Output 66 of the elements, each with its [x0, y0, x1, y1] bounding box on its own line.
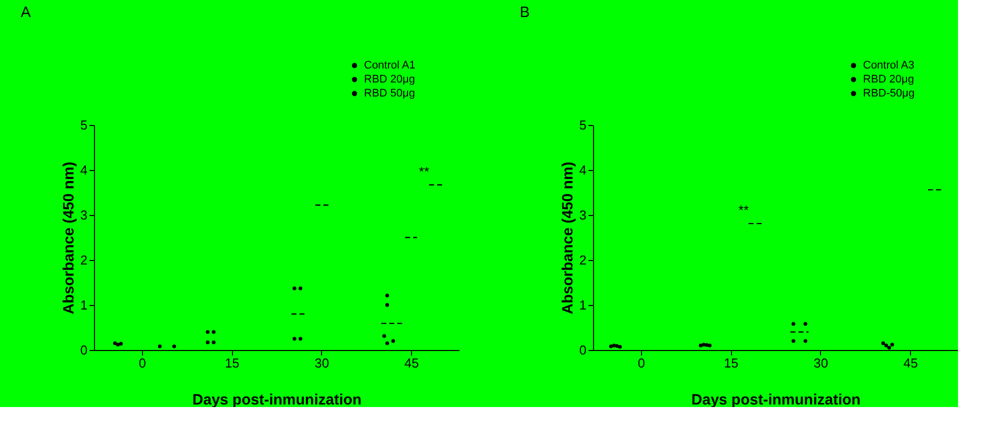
- y-tick-label: 1: [579, 298, 586, 312]
- y-tick-label: 5: [80, 118, 88, 132]
- point: [292, 286, 296, 290]
- y-tick-label: 1: [80, 298, 88, 312]
- point: [385, 341, 390, 346]
- point: [391, 339, 396, 343]
- annotation: **: [738, 202, 749, 218]
- legend-label: RBD-50μg: [863, 88, 915, 100]
- point: [881, 341, 886, 346]
- y-tick-label: 0: [579, 342, 586, 358]
- point: [158, 344, 162, 348]
- point: [612, 344, 616, 348]
- point: [206, 340, 210, 344]
- x-tick-label: 30: [314, 356, 330, 370]
- legend-label: Control A1: [364, 60, 416, 72]
- point: [385, 294, 390, 298]
- point: [792, 339, 796, 343]
- x-tick-label: 15: [224, 356, 240, 370]
- x-tick-label: 0: [138, 356, 146, 370]
- annotation: **: [419, 164, 430, 179]
- x-tick-label: 0: [638, 356, 645, 370]
- chart-title: B: [520, 4, 530, 21]
- point: [615, 344, 619, 348]
- point: [116, 342, 120, 346]
- point: [804, 322, 808, 326]
- x-tick-label: 30: [814, 356, 828, 370]
- point: [698, 344, 703, 348]
- point: [702, 342, 706, 346]
- y-tick-label: 3: [579, 208, 586, 222]
- point: [298, 336, 302, 341]
- y-tick-label: 0: [80, 342, 88, 358]
- point: [212, 330, 216, 334]
- x-tick-label: 45: [903, 356, 918, 370]
- chart-title: A: [20, 4, 31, 21]
- x-tick-label: 45: [404, 356, 419, 370]
- point: [704, 343, 709, 347]
- point: [212, 340, 216, 344]
- y-tick-label: 5: [579, 118, 586, 132]
- legend-label: RBD 50μg: [364, 88, 415, 100]
- point: [292, 336, 296, 341]
- y-tick-label: 2: [80, 252, 88, 268]
- y-tick-label: 2: [579, 252, 586, 268]
- point: [119, 342, 123, 346]
- point: [382, 334, 386, 338]
- y-axis-title: Absorbance (450 nm): [60, 162, 78, 314]
- legend-label: RBD 20μg: [863, 74, 914, 86]
- point: [890, 342, 894, 346]
- point: [385, 303, 390, 307]
- point: [298, 286, 302, 290]
- y-tick-label: 3: [80, 208, 88, 222]
- point: [206, 330, 210, 334]
- x-tick-label: 15: [724, 356, 738, 370]
- point: [884, 344, 888, 348]
- point: [113, 341, 117, 346]
- point: [887, 346, 892, 350]
- point: [804, 339, 808, 343]
- legend-label: RBD 20μg: [364, 74, 415, 86]
- y-axis-title: Absorbance (450 nm): [559, 162, 576, 314]
- point: [172, 344, 176, 348]
- legend-label: Control A3: [863, 60, 914, 72]
- point: [618, 344, 622, 349]
- y-tick-label: 4: [80, 162, 88, 178]
- point: [792, 322, 796, 326]
- point: [609, 344, 613, 348]
- y-tick-label: 4: [579, 162, 586, 178]
- point: [708, 344, 712, 348]
